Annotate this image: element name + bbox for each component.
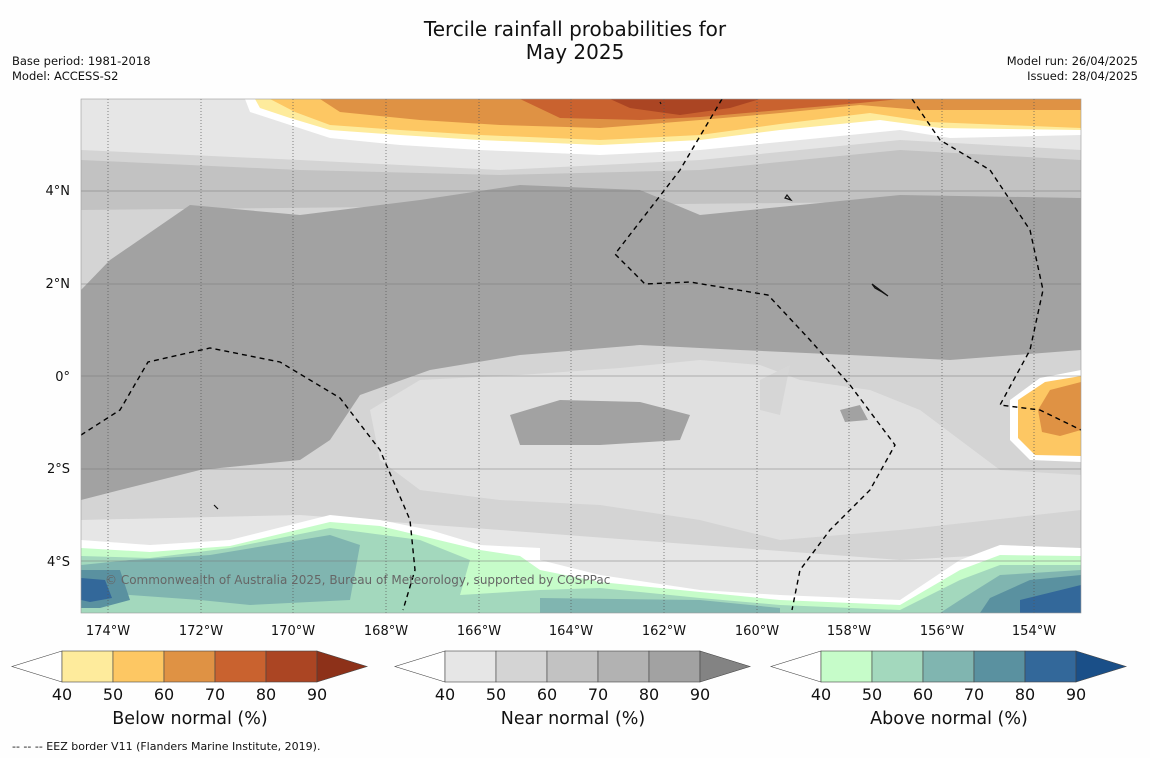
title-line-1: Tercile rainfall probabilities for [423,17,727,41]
colorbar-tick-label: 60 [154,685,174,704]
lon-label: 166°W [457,624,501,639]
colorbar-extend-high [699,650,752,683]
islands [213,101,889,510]
lat-label: 0° [55,370,70,385]
lon-label: 170°W [271,624,315,639]
colorbar-extend-low [769,650,822,683]
model-text: Model: ACCESS-S2 [12,69,119,83]
colorbar-tick-label: 50 [862,685,882,704]
colorbar-tick-label: 40 [52,685,72,704]
colorbar-extend-low [10,650,63,683]
colorbar-segment [495,650,548,683]
colorbar-extend-low [393,650,446,683]
colorbar-segment [597,650,650,683]
near-normal-80-band [81,185,1081,500]
below-normal-80 [610,99,760,115]
colorbar-segment [112,650,165,683]
colorbar-segment [922,650,975,683]
eez-footnote: -- -- -- EEZ border V11 (Flanders Marine… [12,740,321,753]
colorbar-tick-label: 60 [537,685,557,704]
title-line-2: May 2025 [525,40,625,64]
lat-label: 2°S [47,462,70,477]
map-title: Tercile rainfall probabilities for May 2… [340,18,810,64]
lon-label: 160°W [735,624,779,639]
colorbar-extend-high [1075,650,1128,683]
above-normal-80 [81,578,112,602]
longitude-labels: 174°W 172°W 170°W 168°W 166°W 164°W 162°… [86,624,1056,639]
colorbar-segment [214,650,267,683]
colorbar-tick-label: 50 [103,685,123,704]
colorbar-tick-label: 40 [811,685,831,704]
base-period-text: Base period: 1981-2018 [12,54,151,68]
near-normal-80-small [840,405,868,422]
above-normal-80-se [1020,585,1081,613]
lon-label: 168°W [364,624,408,639]
colorbar-tick-label: 70 [205,685,225,704]
above-normal-60 [81,535,360,605]
colorbar-segment [973,650,1026,683]
near-normal-60-north [81,150,1081,210]
colorbar-segment [648,650,701,683]
eez-borders [81,99,1081,611]
issued-text: Issued: 28/04/2025 [1027,69,1138,83]
probability-field [81,99,1081,613]
map-frame [80,98,1082,614]
colorbar-2: 40 50 60 70 80 90 [769,650,1128,704]
colorbar-1: 40 50 60 70 80 90 [393,650,752,704]
colorbar-extend-high [316,650,369,683]
colorbar-segment [265,650,318,683]
latitude-labels: 4°N 2°N 0° 2°S 4°S [46,184,71,570]
colorbar-segment [444,650,497,683]
copyright-watermark: © Commonwealth of Australia 2025, Bureau… [105,573,610,587]
colorbar-tick-label: 80 [639,685,659,704]
colorbar-tick-label: 60 [913,685,933,704]
colorbar-tick-label: 90 [1066,685,1086,704]
meta-left: Base period: 1981-2018 Model: ACCESS-S2 [12,54,151,84]
lon-label: 156°W [920,624,964,639]
colorbar-tick-label: 40 [435,685,455,704]
near-normal-50-patch [760,365,790,415]
colorbar-segment [820,650,873,683]
colorbar-title-below: Below normal (%) [112,709,268,729]
colorbar-tick-label: 50 [486,685,506,704]
colorbar-tick-label: 70 [588,685,608,704]
colorbar-segment [546,650,599,683]
colorbar-tick-label: 80 [1015,685,1035,704]
colorbar-segment [1024,650,1077,683]
below-normal-east-60 [1038,382,1081,436]
colorbar-tick-label: 90 [690,685,710,704]
lon-label: 154°W [1012,624,1056,639]
model-run-text: Model run: 26/04/2025 [1006,54,1138,68]
colorbar-tick-label: 90 [307,685,327,704]
latitude-gridlines [81,190,1081,562]
lon-label: 162°W [642,624,686,639]
colorbar-title-near: Near normal (%) [500,709,646,729]
lat-label: 4°S [47,555,70,570]
colorbar-0: 40 50 60 70 80 90 [10,650,369,704]
lat-label: 4°N [46,184,71,199]
lon-label: 174°W [86,624,130,639]
lon-label: 158°W [827,624,871,639]
lon-label: 172°W [179,624,223,639]
meta-right: Model run: 26/04/2025 Issued: 28/04/2025 [1007,54,1138,84]
colorbar-segment [61,650,114,683]
colorbar-tick-label: 70 [964,685,984,704]
colorbar-tick-label: 80 [256,685,276,704]
colorbar-title-above: Above normal (%) [870,709,1028,729]
colorbar-segment [871,650,924,683]
lon-label: 164°W [549,624,593,639]
near-normal-80-patch [510,400,690,445]
above-normal-60-south [540,598,780,613]
colorbars: 40 50 60 70 80 90 40 50 60 70 80 90 40 50 60 70 80 90 [10,650,1128,704]
lat-label: 2°N [46,277,71,292]
colorbar-segment [163,650,216,683]
